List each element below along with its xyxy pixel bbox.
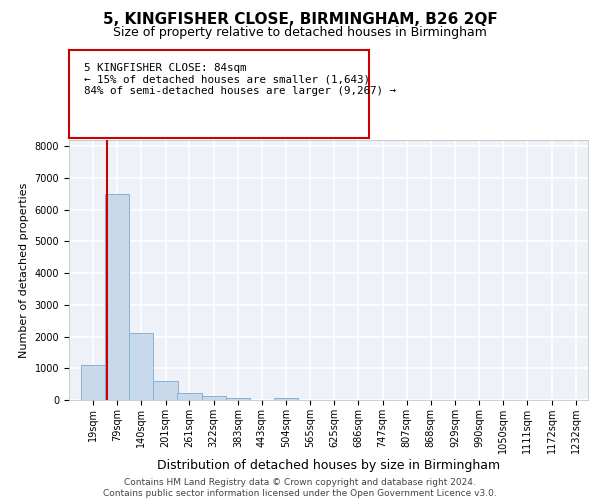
Text: 5 KINGFISHER CLOSE: 84sqm
← 15% of detached houses are smaller (1,643)
84% of se: 5 KINGFISHER CLOSE: 84sqm ← 15% of detac… <box>84 63 396 96</box>
Text: Contains HM Land Registry data © Crown copyright and database right 2024.
Contai: Contains HM Land Registry data © Crown c… <box>103 478 497 498</box>
Bar <box>202 396 226 400</box>
X-axis label: Distribution of detached houses by size in Birmingham: Distribution of detached houses by size … <box>157 458 500 471</box>
Y-axis label: Number of detached properties: Number of detached properties <box>19 182 29 358</box>
Bar <box>274 398 298 400</box>
Bar <box>178 392 202 400</box>
Bar <box>154 381 178 400</box>
Bar <box>226 398 250 400</box>
Text: Size of property relative to detached houses in Birmingham: Size of property relative to detached ho… <box>113 26 487 39</box>
Text: 5, KINGFISHER CLOSE, BIRMINGHAM, B26 2QF: 5, KINGFISHER CLOSE, BIRMINGHAM, B26 2QF <box>103 12 497 28</box>
Bar <box>81 365 106 400</box>
Bar <box>105 194 129 400</box>
Bar <box>129 334 154 400</box>
